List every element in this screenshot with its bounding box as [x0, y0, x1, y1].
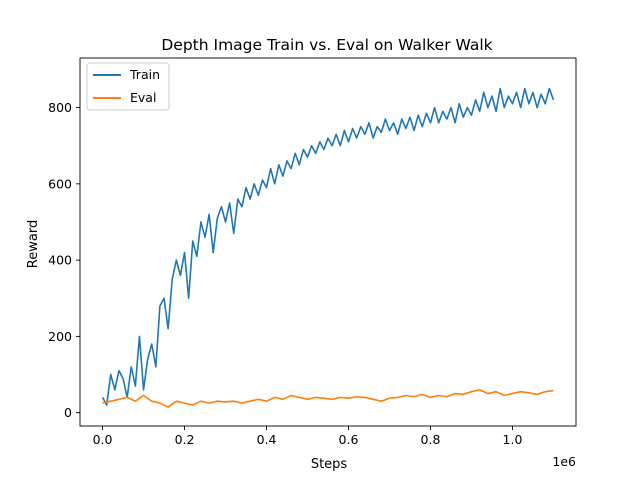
- chart-title: Depth Image Train vs. Eval on Walker Wal…: [161, 36, 492, 54]
- y-tick-label: 600: [48, 176, 72, 191]
- series-line-train: [101, 87, 555, 406]
- x-tick-label: 0.0: [93, 432, 113, 447]
- legend-label-train: Train: [129, 67, 160, 82]
- y-tick-label: 400: [48, 253, 72, 268]
- x-tick-label: 0.6: [339, 432, 359, 447]
- y-axis-label: Reward: [26, 220, 41, 268]
- y-tick-label: 200: [48, 329, 72, 344]
- legend: Train Eval: [86, 62, 170, 111]
- series-layer: [101, 87, 555, 408]
- axes-layer: 0.0 0.2 0.4 0.6 0.8 1.0 0 200 400 600 800: [48, 57, 577, 447]
- x-tick-label: 1.0: [503, 432, 523, 447]
- x-axis-offset-label: 1e6: [552, 454, 576, 469]
- x-tick-label: 0.4: [257, 432, 277, 447]
- x-axis-label: Steps: [311, 457, 348, 472]
- legend-label-eval: Eval: [130, 90, 156, 105]
- x-tick-label: 0.2: [175, 432, 195, 447]
- x-tick-label: 0.8: [421, 432, 441, 447]
- series-line-eval: [102, 388, 554, 408]
- y-tick-label: 0: [64, 405, 72, 420]
- y-tick-label: 800: [48, 100, 72, 115]
- plot-frame: [79, 57, 577, 427]
